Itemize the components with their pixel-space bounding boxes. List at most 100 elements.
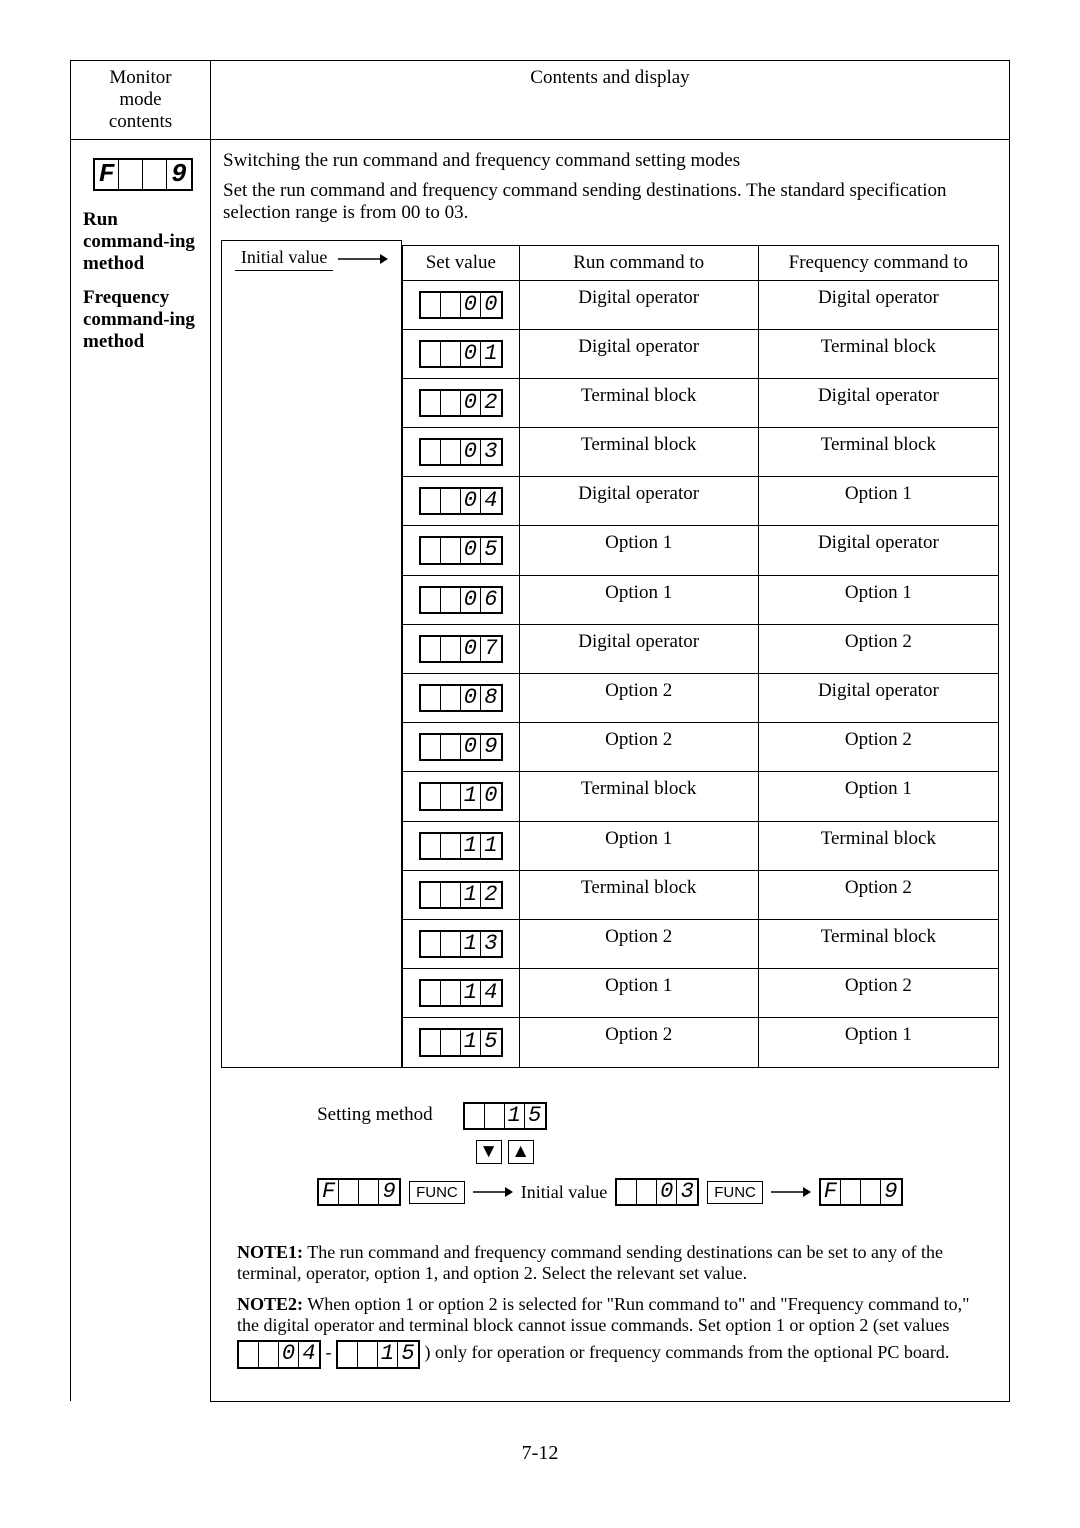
seg-display: 12 [419,881,503,909]
freq-cell: Option 2 [758,624,998,673]
freq-cell: Option 1 [758,772,998,821]
note1: NOTE1: The run command and frequency com… [237,1242,983,1284]
run-cell: Option 1 [519,526,758,575]
run-cell: Terminal block [519,772,758,821]
func-key-right: FUNC [707,1181,763,1204]
freq-cell: Terminal block [758,919,998,968]
freq-cell: Digital operator [758,526,998,575]
setval-cell: 03 [403,428,520,477]
hdr-l1: Monitor [109,67,171,88]
freq-cell: Option 1 [758,477,998,526]
table-row: 01Digital operatorTerminal block [403,329,999,378]
label-run: Run command-ing method [83,209,198,275]
table-row: 06 Option 1Option 1 [403,575,999,624]
value-table: Set value Run command to Frequency comma… [402,245,999,1068]
seg-display: 11 [419,832,503,860]
arrow-icon [338,251,388,267]
run-cell: Option 2 [519,919,758,968]
seg-right: F 9 [819,1178,903,1206]
setting-method-diagram: Setting method 1 5 ▼ [221,1098,999,1210]
arrow-icon [771,1185,811,1199]
table-row: 15Option 2Option 1 [403,1018,999,1067]
run-cell: Option 1 [519,821,758,870]
seg-display: 08 [419,684,503,712]
setval-cell: 13 [403,919,520,968]
seg-display: 03 [419,438,503,466]
initial-value-text: Initial value [521,1182,607,1203]
table-row: 09Option 2Option 2 [403,723,999,772]
freq-cell: Digital operator [758,378,998,427]
setval-cell: 06 [403,575,520,624]
setval-cell: 09 [403,723,520,772]
setval-cell: 10 [403,772,520,821]
run-cell: Digital operator [519,329,758,378]
seg-display: 09 [419,733,503,761]
setval-cell: 15 [403,1018,520,1067]
hdr-l3: contents [109,111,172,132]
table-row: 07 Digital operatorOption 2 [403,624,999,673]
table-row: 03 Terminal blockTerminal block [403,428,999,477]
table-row: 00Digital operatorDigital operator [403,280,999,329]
note2-seg2: 1 5 [336,1340,420,1368]
intro-line1: Switching the run command and frequency … [223,150,997,172]
run-cell: Option 2 [519,1018,758,1067]
run-cell: Digital operator [519,477,758,526]
setval-cell: 01 [403,329,520,378]
seg-display: 14 [419,979,503,1007]
freq-cell: Terminal block [758,428,998,477]
main-table: Monitor mode contents Contents and displ… [70,60,1010,1402]
run-cell: Digital operator [519,624,758,673]
table-row: 04 Digital operatorOption 1 [403,477,999,526]
freq-cell: Digital operator [758,280,998,329]
setval-cell: 04 [403,477,520,526]
run-cell: Terminal block [519,870,758,919]
setval-cell: 11 [403,821,520,870]
seg-display: 15 [419,1028,503,1056]
seg-display: 01 [419,340,503,368]
header-left: Monitor mode contents [71,61,211,140]
table-row: 10 Terminal blockOption 1 [403,772,999,821]
setval-cell: 12 [403,870,520,919]
setval-cell: 00 [403,280,520,329]
note2: NOTE2: When option 1 or option 2 is sele… [237,1294,983,1372]
seg-display: 07 [419,635,503,663]
seg-mid: 0 3 [615,1178,699,1206]
seg-display: 06 [419,586,503,614]
left-column: F 9 Run command-ing method Frequency com… [71,140,211,1402]
run-cell: Terminal block [519,378,758,427]
notes-block: NOTE1: The run command and frequency com… [221,1230,999,1394]
freq-cell: Option 2 [758,870,998,919]
seg-display: 04 [419,487,503,515]
up-icon: ▲ [508,1140,534,1164]
down-icon: ▼ [476,1140,502,1164]
table-row: 08Option 2Digital operator [403,674,999,723]
table-row: 05 Option 1Digital operator [403,526,999,575]
freq-cell: Digital operator [758,674,998,723]
table-row: 02 Terminal blockDigital operator [403,378,999,427]
intro-line2: Set the run command and frequency comman… [223,180,997,224]
initial-value-label: Initial value [235,247,333,271]
run-cell: Option 1 [519,969,758,1018]
setval-cell: 02 [403,378,520,427]
table-row: 12 Terminal blockOption 2 [403,870,999,919]
setting-method-label: Setting method [317,1098,433,1126]
freq-cell: Option 1 [758,575,998,624]
seg-display: 02 [419,389,503,417]
header-right: Contents and display [211,61,1010,140]
th-setval: Set value [403,245,520,280]
func-key-left: FUNC [409,1181,465,1204]
run-cell: Terminal block [519,428,758,477]
seg-display: 13 [419,930,503,958]
body-cell: Initial value Set value Run command to F… [211,234,1010,1401]
run-cell: Option 2 [519,723,758,772]
table-row: 14Option 1Option 2 [403,969,999,1018]
seg-display: 10 [419,782,503,810]
run-cell: Option 1 [519,575,758,624]
seg-display: 05 [419,536,503,564]
setval-cell: 05 [403,526,520,575]
th-freq: Frequency command to [758,245,998,280]
page-number: 7-12 [70,1442,1010,1465]
initial-value-col: Initial value [222,241,402,1068]
setval-cell: 07 [403,624,520,673]
setval-cell: 14 [403,969,520,1018]
